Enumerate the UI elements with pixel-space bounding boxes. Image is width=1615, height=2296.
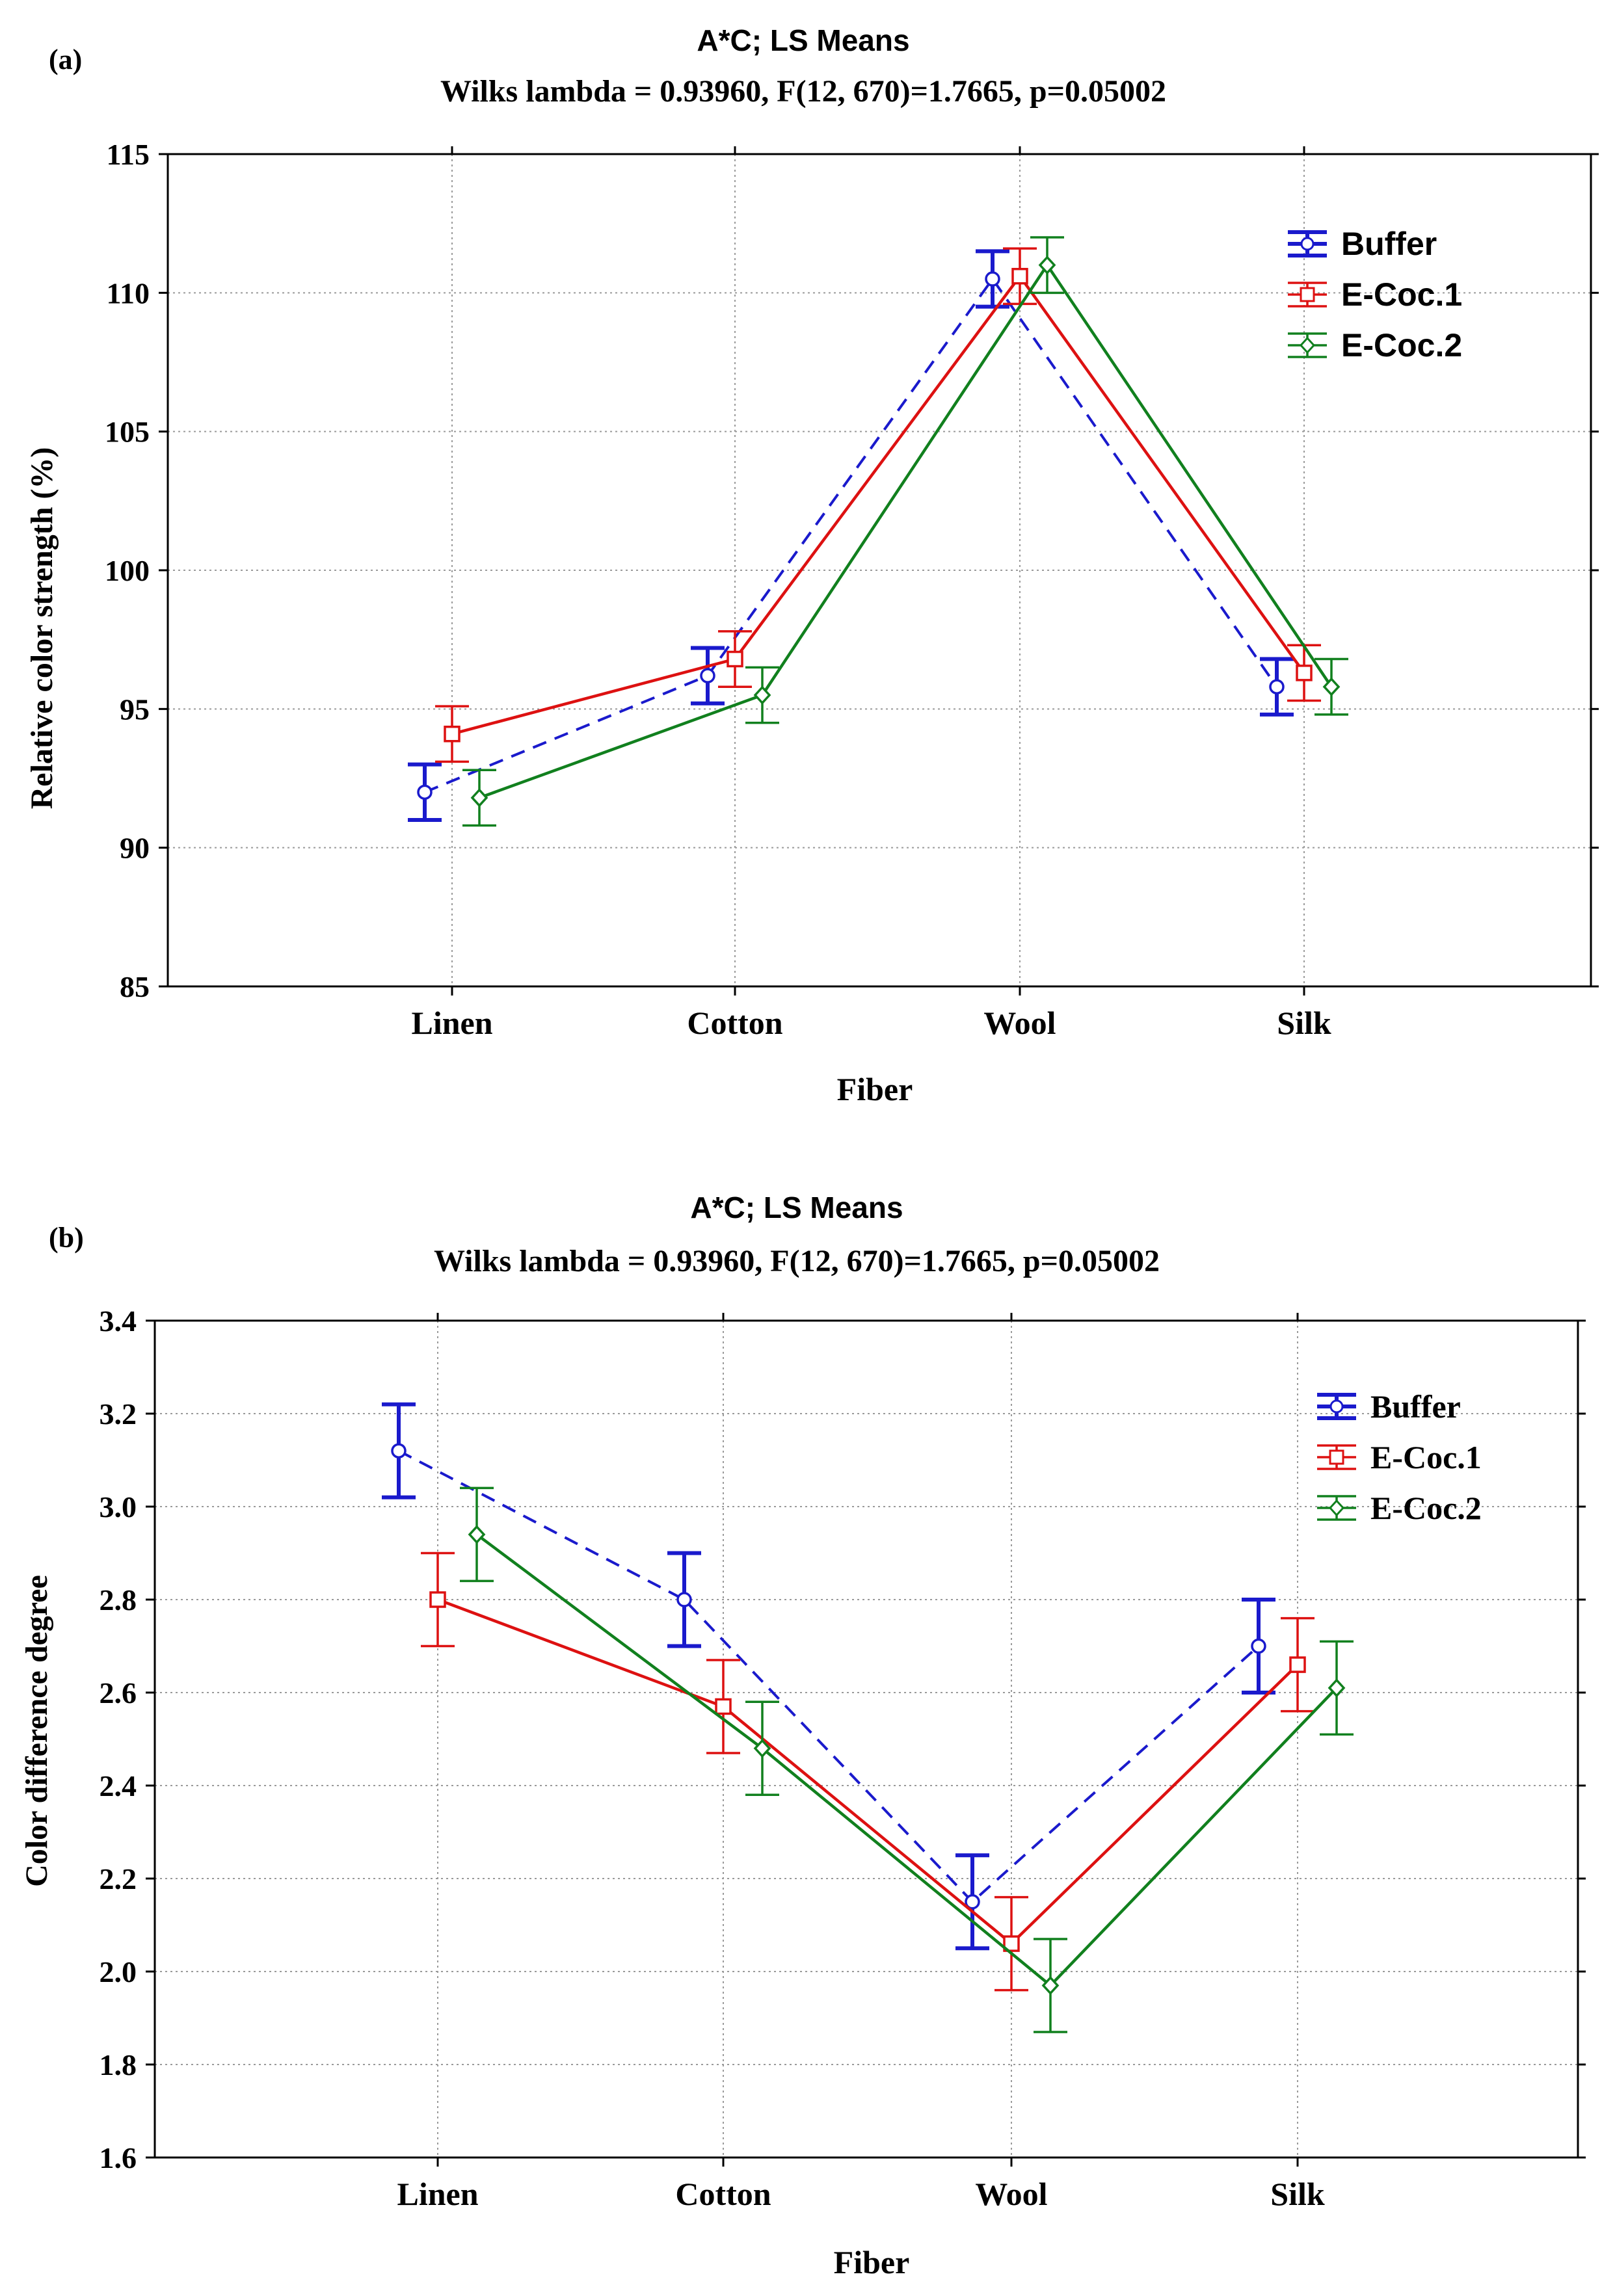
legend-entry: E-Coc.1 <box>1317 1439 1482 1475</box>
series-line-e-coc-1 <box>437 1598 1299 1946</box>
data-point <box>1041 1975 1060 1996</box>
x-tick-label: Linen <box>397 2176 478 2212</box>
data-point <box>1289 1656 1306 1673</box>
plot-frame <box>153 1319 1579 2159</box>
legend-label: E-Coc.2 <box>1370 1490 1482 1526</box>
legend-label: Buffer <box>1370 1388 1461 1425</box>
data-point <box>1251 1638 1266 1654</box>
y-tick-label: 2.6 <box>100 1676 137 1709</box>
data-point <box>429 1591 446 1608</box>
x-tick-label: Silk <box>1277 1005 1331 1041</box>
legend-marker <box>1300 287 1315 302</box>
chart-title: A*C; LS Means <box>690 1191 903 1224</box>
y-tick-label: 3.4 <box>100 1304 137 1338</box>
chart-panel-a: (a) A*C; LS Means Wilks lambda = 0.93960… <box>0 0 1615 1146</box>
chart-title: A*C; LS Means <box>697 23 909 57</box>
data-point <box>468 1525 486 1544</box>
y-tick-label: 105 <box>105 416 150 449</box>
x-axis-label: Fiber <box>837 1071 913 1107</box>
legend-marker <box>1328 1499 1345 1517</box>
legend-entry: E-Coc.2 <box>1317 1490 1482 1526</box>
chart-subtitle: Wilks lambda = 0.93960, F(12, 670)=1.766… <box>434 1244 1160 1278</box>
data-point <box>444 725 460 743</box>
y-tick-label: 110 <box>107 276 150 310</box>
x-tick-label: Wool <box>975 2176 1047 2212</box>
data-point <box>965 1894 980 1910</box>
legend-label: E-Coc.1 <box>1341 276 1462 313</box>
data-point <box>417 784 433 800</box>
y-tick-label: 1.6 <box>100 2141 137 2174</box>
data-point <box>1296 665 1313 681</box>
data-point <box>676 1592 692 1607</box>
legend-label: E-Coc.2 <box>1341 327 1462 363</box>
data-point <box>1011 267 1028 285</box>
data-point <box>715 1698 732 1715</box>
data-point <box>391 1443 407 1458</box>
legend-marker <box>1299 336 1316 354</box>
y-tick-label: 90 <box>120 832 150 865</box>
series-line-buffer <box>424 276 1278 794</box>
y-tick-label: 85 <box>120 970 150 1003</box>
legend-entry: E-Coc.2 <box>1288 327 1462 363</box>
data-point <box>470 788 488 808</box>
data-point <box>1003 1935 1020 1952</box>
data-point <box>1269 679 1285 694</box>
legend-entry: Buffer <box>1288 226 1437 262</box>
legend-marker <box>1300 237 1315 251</box>
y-tick-label: 2.4 <box>100 1769 137 1802</box>
y-tick-label: 115 <box>107 138 150 171</box>
series-line-e-coc-1 <box>451 273 1305 735</box>
y-axis-label: Color difference degree <box>20 1575 54 1887</box>
legend-marker <box>1329 1399 1344 1414</box>
data-point <box>985 271 1000 287</box>
data-point <box>753 1739 771 1758</box>
y-tick-label: 100 <box>105 554 150 587</box>
legend-entry: E-Coc.1 <box>1288 276 1462 313</box>
y-tick-label: 2.0 <box>100 1955 137 1988</box>
y-tick-label: 3.2 <box>100 1397 137 1431</box>
y-tick-label: 1.8 <box>100 2048 137 2081</box>
legend-label: E-Coc.1 <box>1370 1439 1482 1475</box>
data-point <box>1328 1678 1346 1698</box>
series-line-buffer <box>398 1449 1260 1904</box>
y-tick-label: 95 <box>120 693 150 726</box>
data-point <box>727 650 743 668</box>
data-point <box>1322 677 1341 696</box>
y-tick-label: 3.0 <box>100 1490 137 1524</box>
chart-a-svg: (a) A*C; LS Means Wilks lambda = 0.93960… <box>25 23 1599 1107</box>
y-tick-label: 2.2 <box>100 1862 137 1895</box>
x-tick-label: Silk <box>1270 2176 1325 2212</box>
x-axis-label: Fiber <box>834 2244 910 2280</box>
panel-label: (b) <box>49 1222 84 1254</box>
y-axis-label: Relative color strength (%) <box>25 447 59 810</box>
x-tick-label: Wool <box>983 1005 1056 1041</box>
x-tick-label: Cotton <box>687 1005 782 1041</box>
legend-entry: Buffer <box>1317 1388 1461 1425</box>
legend-label: Buffer <box>1341 226 1437 262</box>
data-point <box>753 685 771 705</box>
plot-frame <box>167 153 1592 988</box>
y-tick-label: 2.8 <box>100 1583 137 1616</box>
panel-label: (a) <box>49 44 82 75</box>
chart-panel-b: (b) A*C; LS Means Wilks lambda = 0.93960… <box>0 1146 1615 2293</box>
series-line-e-coc-2 <box>479 262 1333 799</box>
data-point <box>700 668 715 683</box>
x-tick-label: Cotton <box>675 2176 771 2212</box>
chart-subtitle: Wilks lambda = 0.93960, F(12, 670)=1.766… <box>440 74 1166 109</box>
legend-marker <box>1329 1449 1344 1465</box>
data-point <box>1038 256 1056 275</box>
x-tick-label: Linen <box>411 1005 492 1041</box>
chart-b-svg: (b) A*C; LS Means Wilks lambda = 0.93960… <box>20 1191 1586 2280</box>
series-line-e-coc-2 <box>475 1533 1338 1988</box>
